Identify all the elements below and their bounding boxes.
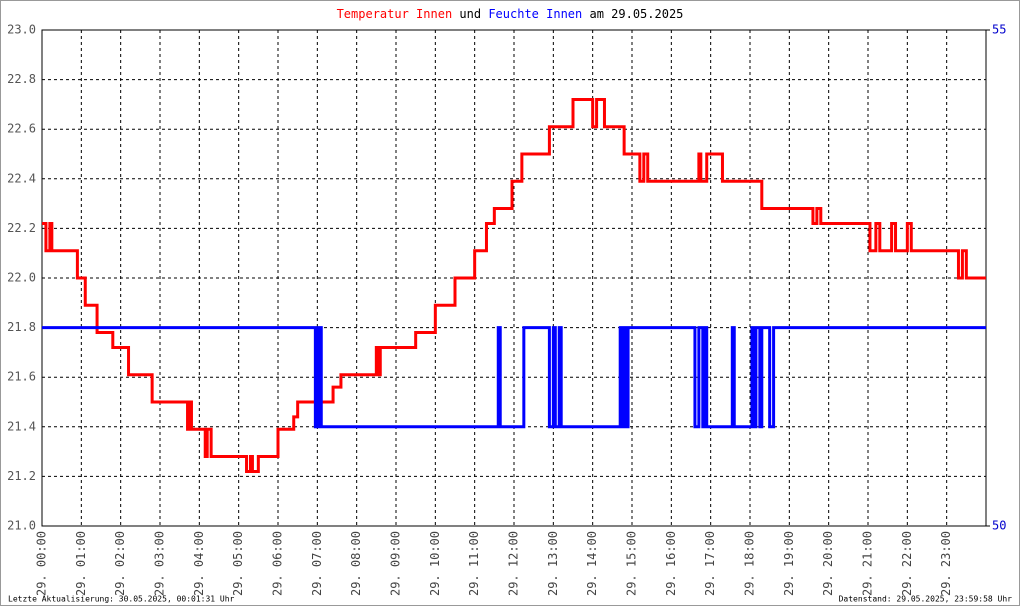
x-tick-label: 29. 18:00 [743, 531, 757, 596]
x-tick-label: 29. 02:00 [113, 531, 127, 596]
title-date: am 29.05.2025 [589, 7, 683, 21]
series-line [42, 97, 986, 473]
x-tick-label: 29. 10:00 [428, 531, 442, 596]
chart-title: Temperatur Innen und Feuchte Innen am 29… [337, 7, 684, 21]
x-tick-label: 29. 01:00 [74, 531, 88, 596]
footer-left: Letzte Aktualisierung: 30.05.2025, 00:01… [8, 595, 235, 604]
y-tick-label: 22.4 [7, 171, 36, 185]
y-tick-label: 23.0 [7, 23, 36, 37]
x-tick-label: 29. 12:00 [507, 531, 521, 596]
x-tick-label: 29. 13:00 [546, 531, 560, 596]
x-tick-label: 29. 20:00 [821, 531, 835, 596]
x-tick-label: 29. 15:00 [625, 531, 639, 596]
y-tick-label: 22.8 [7, 72, 36, 86]
x-tick-label: 29. 09:00 [389, 531, 403, 596]
y-tick-label: 22.0 [7, 271, 36, 285]
series-line [42, 326, 986, 429]
y-tick-label: 22.6 [7, 122, 36, 136]
footer-right: Datenstand: 29.05.2025, 23:59:58 Uhr [839, 595, 1013, 604]
x-tick-label: 29. 22:00 [900, 531, 914, 596]
y-tick-label: 22.2 [7, 221, 36, 235]
y2-tick-label: 55 [992, 23, 1006, 37]
x-tick-label: 29. 03:00 [153, 531, 167, 596]
x-tick-label: 29. 04:00 [192, 531, 206, 596]
y-tick-label: 21.4 [7, 419, 36, 433]
y-tick-label: 21.2 [7, 469, 36, 483]
x-tick-label: 29. 07:00 [310, 531, 324, 596]
x-tick-label: 29. 21:00 [861, 531, 875, 596]
y-tick-label: 21.8 [7, 320, 36, 334]
x-tick-label: 29. 05:00 [231, 531, 245, 596]
y-tick-label: 21.0 [7, 519, 36, 533]
x-tick-label: 29. 23:00 [939, 531, 953, 596]
x-tick-label: 29. 17:00 [703, 531, 717, 596]
y2-tick-label: 50 [992, 519, 1006, 533]
x-tick-label: 29. 08:00 [349, 531, 363, 596]
x-tick-label: 29. 06:00 [271, 531, 285, 596]
x-tick-label: 29. 00:00 [35, 531, 49, 596]
title-series-1: Temperatur Innen [337, 7, 453, 21]
title-series-2: Feuchte Innen [488, 7, 582, 21]
x-tick-label: 29. 16:00 [664, 531, 678, 596]
x-tick-label: 29. 19:00 [782, 531, 796, 596]
title-join: und [459, 7, 481, 21]
x-tick-label: 29. 14:00 [585, 531, 599, 596]
y-tick-label: 21.6 [7, 370, 36, 384]
x-tick-label: 29. 11:00 [467, 531, 481, 596]
